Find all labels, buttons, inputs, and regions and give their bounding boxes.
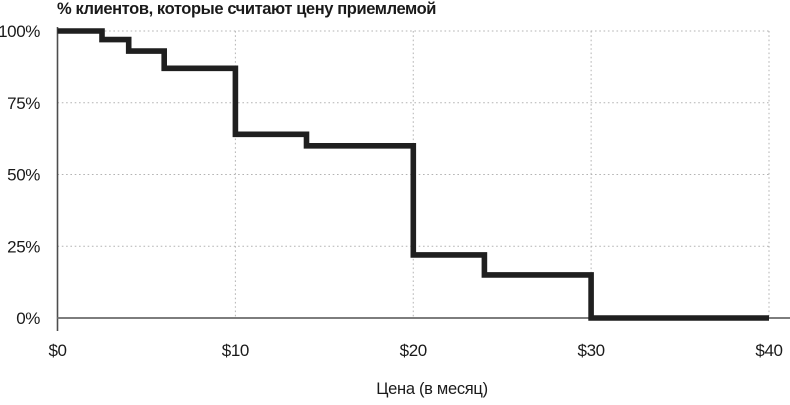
y-tick-label-0: 0% <box>16 309 40 328</box>
step-line-series <box>57 28 769 321</box>
y-tick-label-50: 50% <box>7 166 40 185</box>
y-axis-tick-labels: 0% 25% 50% 75% 100% <box>0 22 41 328</box>
y-tick-label-100: 100% <box>0 22 40 41</box>
x-axis-title: Цена (в месяц) <box>376 380 488 398</box>
x-tick-label-30: $30 <box>578 341 605 360</box>
x-tick-label-40: $40 <box>755 341 782 360</box>
y-tick-label-25: 25% <box>7 237 40 256</box>
x-tick-label-0: $0 <box>48 341 66 360</box>
x-tick-label-20: $20 <box>400 341 427 360</box>
x-axis-tick-labels: $0 $10 $20 $30 $40 <box>48 341 783 360</box>
y-tick-label-75: 75% <box>7 94 40 113</box>
step-line <box>57 28 769 321</box>
axes <box>56 27 790 331</box>
x-tick-label-10: $10 <box>222 341 249 360</box>
chart-title: % клиентов, которые считают цену приемле… <box>57 0 436 18</box>
